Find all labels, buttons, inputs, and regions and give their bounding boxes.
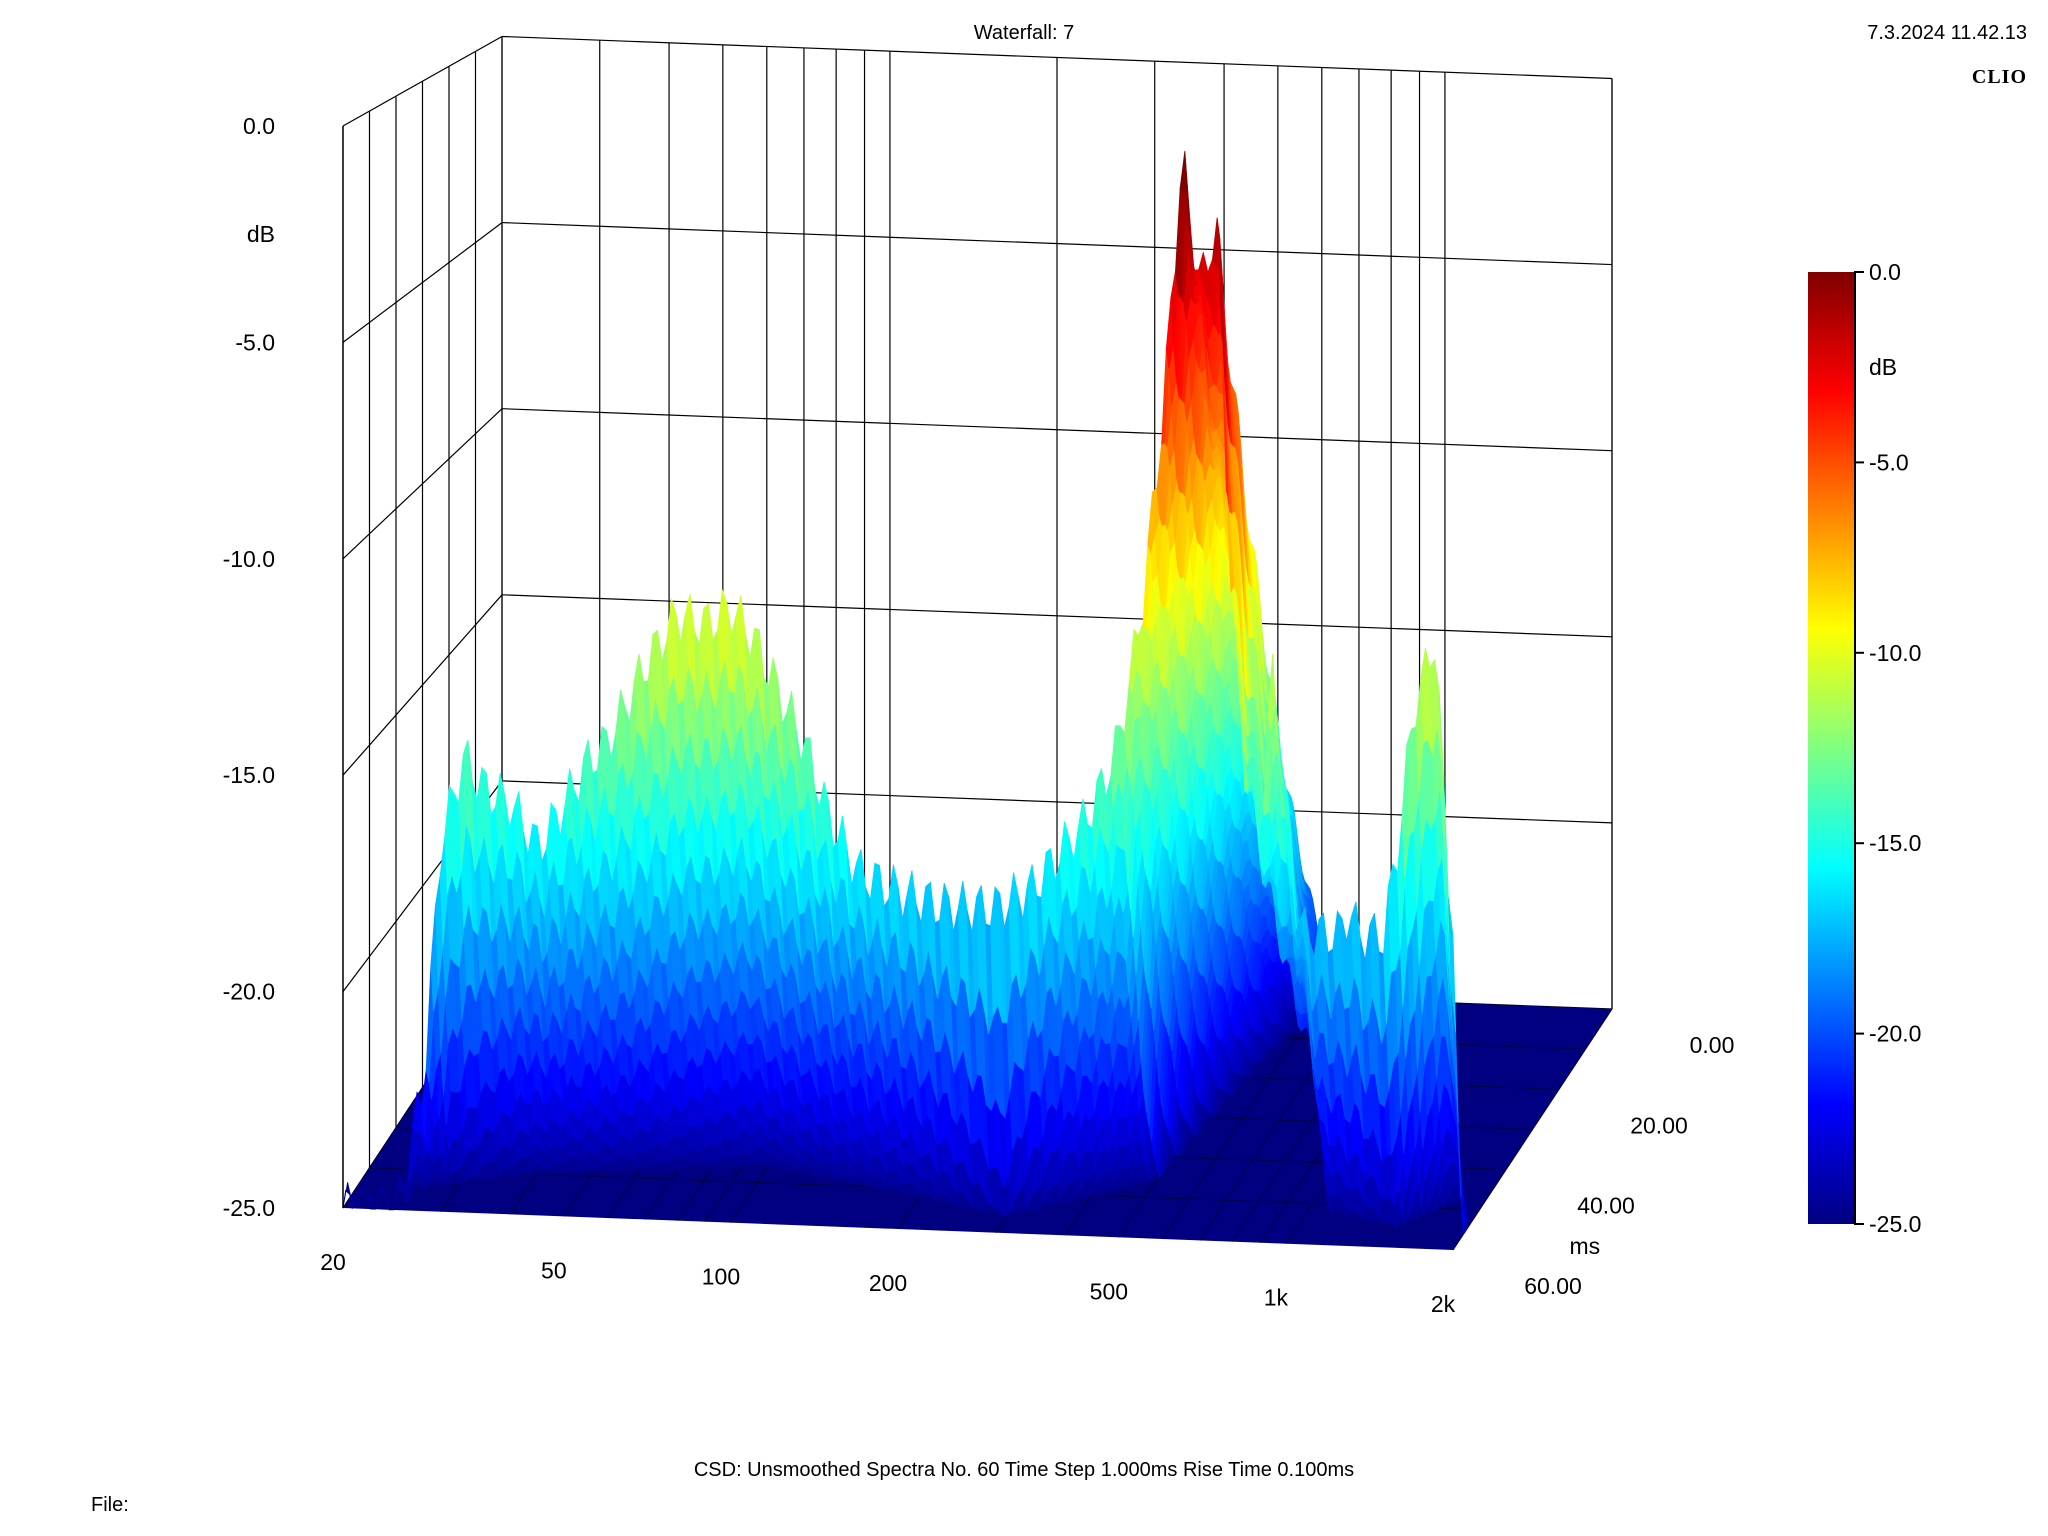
- x-tick-label: 20: [320, 1249, 346, 1275]
- file-label: File:: [91, 1494, 129, 1516]
- z-tick-label: -5.0: [235, 329, 275, 355]
- time-tick-label: 0.00: [1690, 1032, 1735, 1058]
- time-axis-labels: 0.00 20.00 40.00 60.00 ms: [1524, 1032, 1734, 1299]
- colorbar-tick-label: -25.0: [1869, 1211, 1921, 1237]
- time-tick-label: 60.00: [1524, 1273, 1582, 1299]
- colorbar: 0.0 -5.0 -10.0 -15.0 -20.0 -25.0 dB: [1808, 259, 1921, 1237]
- colorbar-tick-label: -10.0: [1869, 640, 1921, 666]
- measurement-info: CSD: Unsmoothed Spectra No. 60 Time Step…: [693, 1459, 1355, 1481]
- colorbar-tick-label: -15.0: [1869, 830, 1921, 856]
- z-tick-label: -25.0: [223, 1195, 275, 1221]
- x-tick-label: 200: [869, 1270, 907, 1296]
- time-unit-label: ms: [1570, 1233, 1601, 1259]
- z-tick-label: -20.0: [223, 979, 275, 1005]
- timestamp: 7.3.2024 11.42.13: [1867, 22, 2027, 44]
- x-tick-label: 2k: [1431, 1291, 1456, 1317]
- x-tick-label: 100: [702, 1264, 740, 1290]
- spectra-surface: [342, 151, 1473, 1236]
- colorbar-tick-label: -5.0: [1869, 449, 1909, 475]
- x-tick-label: 1k: [1264, 1285, 1289, 1311]
- colorbar-bar: [1808, 272, 1854, 1224]
- surface-cell: [1448, 898, 1457, 1033]
- colorbar-tick-label: 0.0: [1869, 259, 1901, 285]
- z-unit-label: dB: [247, 221, 275, 247]
- z-tick-label: -10.0: [223, 546, 275, 572]
- x-tick-label: 50: [541, 1257, 567, 1283]
- z-axis-labels: 0.0 -5.0 -10.0 -15.0 -20.0 -25.0 dB: [223, 113, 275, 1221]
- colorbar-tick-label: -20.0: [1869, 1021, 1921, 1047]
- x-tick-label: 500: [1090, 1278, 1128, 1304]
- colorbar-unit-label: dB: [1869, 354, 1897, 380]
- surface-cell: [347, 1182, 356, 1210]
- brand-logo: CLIO: [1971, 66, 2027, 88]
- x-axis-labels: 20 50 100 200 500 1k 2k: [320, 1249, 1455, 1317]
- z-tick-label: -15.0: [223, 762, 275, 788]
- time-tick-label: 40.00: [1577, 1193, 1635, 1219]
- time-tick-label: 20.00: [1630, 1112, 1688, 1138]
- chart-title: Waterfall: 7: [973, 22, 1075, 44]
- z-tick-label: 0.0: [243, 113, 275, 139]
